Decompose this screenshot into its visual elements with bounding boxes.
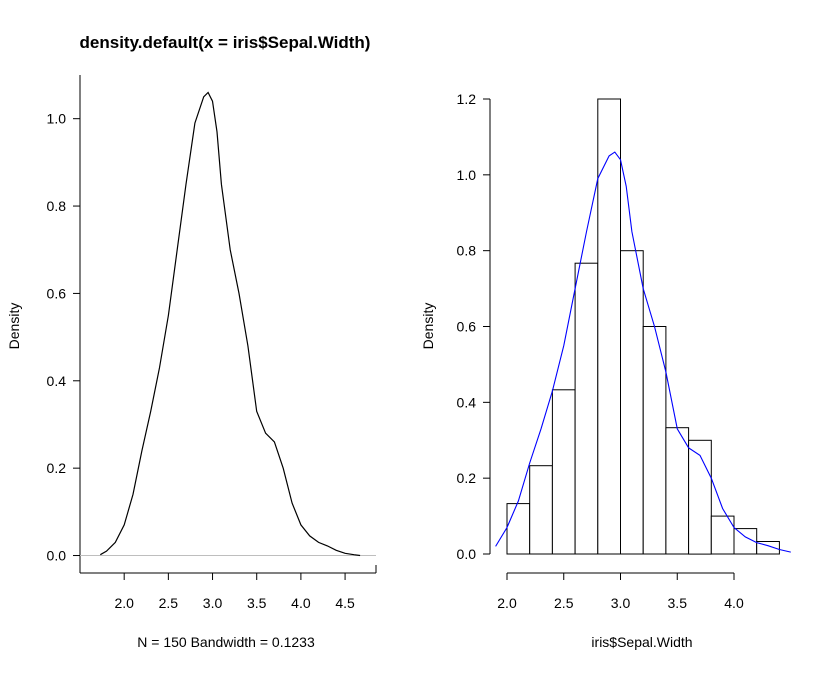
x-tick-label: 4.5 (335, 595, 355, 611)
y-tick-label: 0.4 (47, 373, 67, 389)
y-tick-label: 1.2 (457, 91, 477, 107)
y-tick-label: 0.4 (457, 394, 477, 410)
x-tick-label: 3.5 (247, 595, 267, 611)
y-tick-label: 0.0 (47, 548, 67, 564)
histogram-panel: iris$Sepal.Width Density 0.0 0.2 0.4 0.6 0.8… (420, 91, 791, 650)
x-tick-label: 2.5 (554, 595, 574, 611)
histogram-bar (529, 465, 553, 555)
histogram-bar (574, 262, 599, 555)
histogram-bar (506, 503, 531, 555)
plot-area: 2.0 2.5 3.0 3.5 4.0 4.5 0.0 0.2 0.4 0.6 0.8 1.0 (47, 75, 377, 611)
x-axis-label: iris$Sepal.Width (591, 634, 692, 650)
density-plot-panel: density.default(x = iris$Sepal.Width) N … (6, 33, 377, 650)
y-axis-label: Density (420, 303, 436, 350)
y-tick-label: 0.8 (457, 243, 477, 259)
y-tick-label: 0.8 (47, 198, 67, 214)
x-tick-label: 3.5 (668, 595, 688, 611)
y-tick-label: 0.2 (457, 470, 477, 486)
histogram-bar (597, 98, 621, 555)
density-line (100, 91, 361, 557)
x-tick-label: 2.5 (159, 595, 179, 611)
y-tick-label: 0.6 (457, 319, 477, 335)
chart-title: density.default(x = iris$Sepal.Width) (80, 33, 371, 52)
histogram-bar (551, 389, 576, 555)
x-tick-label: 3.0 (611, 595, 631, 611)
y-tick-label: 0.2 (47, 460, 67, 476)
y-tick-label: 0.6 (47, 285, 67, 301)
y-tick-label: 1.0 (47, 111, 67, 127)
histogram-bar (620, 250, 644, 555)
x-tick-label: 2.0 (114, 595, 134, 611)
plot-area: 0.0 0.2 0.4 0.6 0.8 1.0 1.2 2.0 2.5 3.0 3.5 4.0 (457, 91, 791, 611)
y-tick-label: 0.0 (457, 546, 477, 562)
x-axis-label: N = 150 Bandwidth = 0.1233 (137, 634, 315, 650)
y-axis-label: Density (6, 303, 22, 350)
histogram-bar (665, 427, 690, 555)
histogram-bar (688, 439, 712, 555)
x-tick-label: 4.0 (724, 595, 744, 611)
x-tick-label: 3.0 (203, 595, 223, 611)
density-curve (495, 151, 791, 553)
x-tick-label: 2.0 (497, 595, 517, 611)
x-tick-label: 4.0 (291, 595, 311, 611)
y-tick-label: 1.0 (457, 167, 477, 183)
